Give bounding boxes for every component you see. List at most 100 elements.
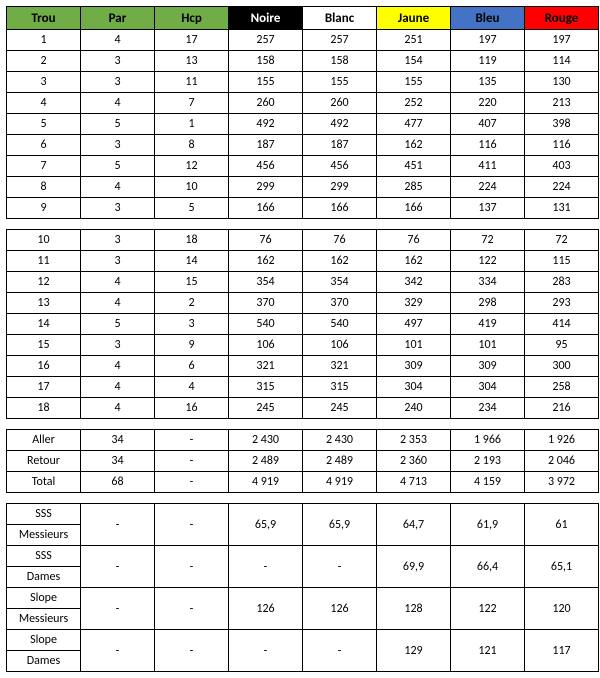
cell: SSS: [7, 504, 81, 525]
cell: 3: [81, 51, 155, 72]
cell: -: [81, 504, 155, 546]
cell: 224: [451, 177, 525, 198]
hole-row: 638187187162116116: [7, 135, 599, 156]
hole-row: 103187676767272: [7, 230, 599, 251]
cell: 370: [303, 293, 377, 314]
cell: 76: [303, 230, 377, 251]
cell: 4: [81, 293, 155, 314]
cell: 3: [81, 230, 155, 251]
header-jaune: Jaune: [377, 7, 451, 30]
hole-row: 1453540540497419414: [7, 314, 599, 335]
rating-row: Slope----129121117: [7, 630, 599, 651]
cell: 4: [81, 30, 155, 51]
separator: [7, 493, 599, 504]
cell: Aller: [7, 430, 81, 451]
cell: -: [155, 451, 229, 472]
header-row: Trou Par Hcp Noire Blanc Jaune Bleu Roug…: [7, 7, 599, 30]
cell: 10: [155, 177, 229, 198]
cell: 16: [7, 356, 81, 377]
header-bleu: Bleu: [451, 7, 525, 30]
cell: 95: [525, 335, 599, 356]
cell: 162: [377, 251, 451, 272]
cell: 15: [155, 272, 229, 293]
cell: 2 489: [229, 451, 303, 472]
cell: 8: [155, 135, 229, 156]
cell: 4: [7, 93, 81, 114]
cell: 492: [229, 114, 303, 135]
cell: 158: [303, 51, 377, 72]
cell: 162: [229, 251, 303, 272]
cell: 131: [525, 198, 599, 219]
cell: 354: [229, 272, 303, 293]
hole-row: 935166166166137131: [7, 198, 599, 219]
cell: 252: [377, 93, 451, 114]
cell: 61: [525, 504, 599, 546]
cell: -: [229, 630, 303, 672]
cell: 69,9: [377, 546, 451, 588]
cell: 342: [377, 272, 451, 293]
cell: 13: [155, 51, 229, 72]
cell: 419: [451, 314, 525, 335]
hole-row: 1646321321309309300: [7, 356, 599, 377]
cell: 11: [155, 72, 229, 93]
cell: -: [303, 546, 377, 588]
cell: 3: [7, 72, 81, 93]
cell: 128: [377, 588, 451, 630]
cell: 65,9: [303, 504, 377, 546]
cell: 12: [155, 156, 229, 177]
cell: 4: [81, 93, 155, 114]
cell: 101: [451, 335, 525, 356]
header-rouge: Rouge: [525, 7, 599, 30]
cell: 121: [451, 630, 525, 672]
cell: 155: [229, 72, 303, 93]
cell: 257: [229, 30, 303, 51]
cell: 14: [7, 314, 81, 335]
hole-row: 447260260252220213: [7, 93, 599, 114]
cell: -: [81, 630, 155, 672]
cell: 1: [7, 30, 81, 51]
cell: 258: [525, 377, 599, 398]
cell: 216: [525, 398, 599, 419]
cell: -: [155, 504, 229, 546]
cell: 414: [525, 314, 599, 335]
cell: 5: [81, 156, 155, 177]
cell: 10: [7, 230, 81, 251]
cell: 158: [229, 51, 303, 72]
cell: 260: [303, 93, 377, 114]
cell: 370: [229, 293, 303, 314]
cell: 15: [7, 335, 81, 356]
hole-row: 1417257257251197197: [7, 30, 599, 51]
cell: 456: [303, 156, 377, 177]
cell: 3: [81, 335, 155, 356]
cell: 187: [303, 135, 377, 156]
hole-row: 551492492477407398: [7, 114, 599, 135]
cell: 2 046: [525, 451, 599, 472]
cell: 2: [7, 51, 81, 72]
cell: 4: [155, 377, 229, 398]
cell: 154: [377, 51, 451, 72]
cell: 4 919: [229, 472, 303, 493]
cell: 398: [525, 114, 599, 135]
cell: 257: [303, 30, 377, 51]
cell: 126: [303, 588, 377, 630]
cell: 117: [525, 630, 599, 672]
cell: 245: [303, 398, 377, 419]
cell: 283: [525, 272, 599, 293]
cell: 155: [303, 72, 377, 93]
cell: 8: [7, 177, 81, 198]
cell: 4: [81, 377, 155, 398]
total-row: Aller34-2 4302 4302 3531 9661 926: [7, 430, 599, 451]
cell: 329: [377, 293, 451, 314]
hole-row: 18416245245240234216: [7, 398, 599, 419]
cell: 2: [155, 293, 229, 314]
cell: 106: [303, 335, 377, 356]
cell: 72: [525, 230, 599, 251]
cell: 5: [81, 314, 155, 335]
cell: 18: [7, 398, 81, 419]
cell: 135: [451, 72, 525, 93]
cell: -: [155, 472, 229, 493]
cell: 11: [7, 251, 81, 272]
cell: 65,1: [525, 546, 599, 588]
separator: [7, 419, 599, 430]
hole-row: 3311155155155135130: [7, 72, 599, 93]
